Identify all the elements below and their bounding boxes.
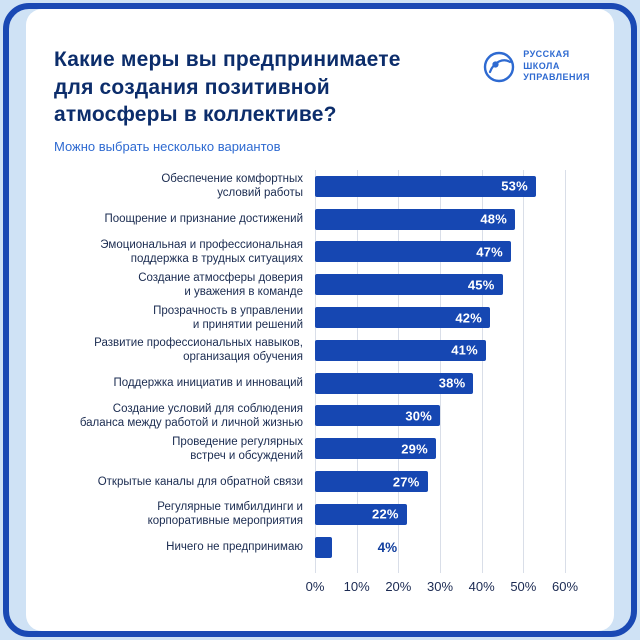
bar-value-label: 22% [372, 506, 399, 522]
content-card: Какие меры вы предпринимаете для создани… [26, 9, 614, 631]
gridline [315, 170, 316, 573]
category-label: Обеспечение комфортных условий работы [161, 173, 303, 200]
x-tick-label: 30% [426, 579, 454, 594]
globe-logo-icon [483, 51, 515, 83]
bar-value-label: 53% [501, 178, 528, 194]
bar-row: Ничего не предпринимаю 4% [54, 531, 590, 564]
bar-value-label: 41% [451, 342, 478, 358]
bar-area: 47% [315, 236, 575, 269]
bar-row: Развитие профессиональных навыков, орган… [54, 334, 590, 367]
category-label: Ничего не предпринимаю [166, 541, 303, 554]
bar-value-label: 48% [480, 211, 507, 227]
page-title: Какие меры вы предпринимаете для создани… [54, 48, 401, 127]
bar-value-label: 27% [392, 474, 420, 490]
category-label: Создание условий для соблюдения баланса … [79, 402, 303, 429]
gridline [356, 170, 358, 573]
bar-area: 30% [315, 400, 575, 433]
category-label: Открытые каналы для обратной связи [97, 475, 303, 488]
brand-logo-text: РУССКАЯ ШКОЛА УПРАВЛЕНИЯ [523, 49, 590, 83]
bar-row: Прозрачность в управлении и принятии реш… [54, 301, 590, 334]
header: Какие меры вы предпринимаете для создани… [54, 46, 414, 154]
category-label: Создание атмосферы доверия и уважения в … [138, 271, 303, 298]
gridline-layer [315, 170, 566, 573]
category-label: Прозрачность в управлении и принятии реш… [153, 304, 303, 331]
bar-row: Открытые каналы для обратной связи 27% [54, 465, 590, 498]
bar-row: Регулярные тимбилдинги и корпоративные м… [54, 498, 590, 531]
bar: 42% [315, 307, 490, 329]
bar-row: Поддержка инициатив и инноваций 38% [54, 367, 590, 400]
bar: 22% [315, 503, 407, 525]
page-subtitle: Можно выбрать несколько вариантов [54, 139, 281, 155]
bar-area: 53% [315, 170, 575, 203]
bar-row: Создание атмосферы доверия и уважения в … [54, 268, 590, 301]
bar: 27% [315, 471, 428, 493]
category-label: Регулярные тимбилдинги и корпоративные м… [147, 501, 303, 528]
bar-rows: Обеспечение комфортных условий работы 53%… [54, 170, 590, 564]
bar: 47% [315, 241, 511, 263]
bar-area: 22% [315, 498, 575, 531]
x-tick-label: 20% [385, 579, 412, 594]
bar-area: 29% [315, 432, 575, 465]
bar-area: 45% [315, 268, 575, 301]
bar-value-label: 47% [476, 244, 503, 260]
bar: 48% [315, 208, 515, 230]
bar-value-label: 45% [467, 277, 495, 293]
bar-area: 27% [315, 465, 575, 498]
bar: 30% [315, 405, 440, 427]
x-tick-label: 10% [343, 579, 370, 594]
category-label: Поощрение и признание достижений [104, 213, 303, 226]
bar-value-label: 29% [401, 441, 428, 457]
category-label: Эмоциональная и профессиональная поддерж… [100, 238, 303, 265]
bar-value-label: 42% [455, 310, 482, 326]
x-tick-label: 50% [510, 579, 537, 594]
x-axis: 0% 10% 20% 30% 40% 50% 60% [306, 579, 578, 599]
bar: 45% [315, 274, 503, 296]
bar: 41% [315, 339, 486, 361]
gridline [481, 170, 483, 573]
bar-row: Проведение регулярных встреч и обсуждени… [54, 432, 590, 465]
bar [315, 536, 332, 558]
bar: 53% [315, 175, 536, 197]
bar-area: 41% [315, 334, 575, 367]
bar-value-label: 30% [405, 408, 432, 424]
bar-area: 42% [315, 301, 575, 334]
bar: 29% [315, 438, 436, 460]
category-label: Развитие профессиональных навыков, орган… [94, 337, 303, 364]
bar-chart: Обеспечение комфортных условий работы 53%… [54, 170, 590, 600]
bar-area: 4% [315, 531, 575, 564]
bar-area: 48% [315, 203, 575, 236]
bar-row: Создание условий для соблюдения баланса … [54, 400, 590, 433]
bar: 38% [315, 372, 474, 394]
bar-area: 38% [315, 367, 575, 400]
gridline [523, 170, 525, 573]
gridline [440, 170, 441, 573]
bar-value-label: 38% [438, 375, 466, 391]
bar-row: Поощрение и признание достижений 48% [54, 203, 590, 236]
x-tick-label: 60% [551, 579, 579, 594]
bar-row: Обеспечение комфортных условий работы 53% [54, 170, 590, 203]
gridline [398, 170, 400, 573]
x-tick-label: 40% [468, 579, 495, 594]
brand-logo: РУССКАЯ ШКОЛА УПРАВЛЕНИЯ [483, 49, 590, 84]
bar-value-label: 4% [377, 539, 398, 555]
x-tick-label: 0% [305, 579, 325, 594]
category-label: Проведение регулярных встреч и обсуждени… [172, 435, 303, 462]
gridline [565, 170, 566, 573]
category-label: Поддержка инициатив и инноваций [113, 377, 304, 390]
bar-row: Эмоциональная и профессиональная поддерж… [54, 236, 590, 269]
